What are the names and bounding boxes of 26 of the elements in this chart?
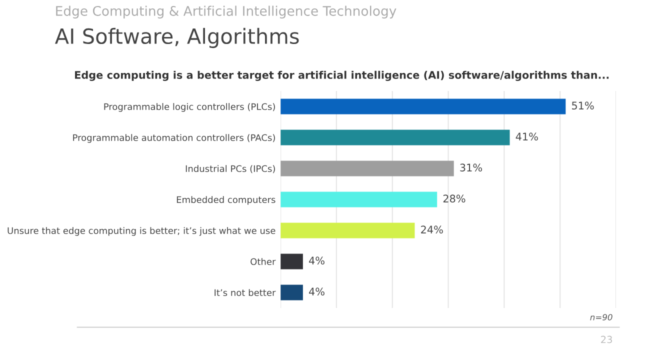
text: n=90: [590, 314, 612, 320]
bar: [280, 284, 303, 300]
y-tick-label: It’s not better: [214, 289, 276, 296]
chart-subtitle: Edge Computing & Artificial Intelligence Technology: [56, 6, 396, 18]
data-label: 4%: [309, 256, 324, 265]
text: AI Software, Algorithms: [54, 28, 299, 48]
y-tick-label: Other: [250, 258, 276, 266]
y-tick-label: Programmable automation controllers (PACs): [73, 134, 275, 143]
bar: [280, 222, 415, 238]
text: 23: [601, 336, 612, 344]
data-label: 31%: [460, 164, 482, 172]
data-label: 24%: [421, 226, 443, 234]
y-tick-label: Unsure that edge computing is better; it’s just what we use: [8, 227, 276, 236]
bar: [280, 130, 510, 146]
bar: [280, 160, 454, 176]
data-label: 41%: [516, 132, 538, 141]
chart-title: Edge computing is a better target for artificial intelligence (AI) software/algorithms than...: [75, 70, 609, 81]
y-tick-label: Programmable logic controllers (PLCs): [104, 103, 275, 112]
y-tick-label: Embedded computers: [176, 196, 276, 205]
bar: [280, 98, 566, 114]
y-tick-label: Industrial PCs (IPCs): [186, 165, 275, 174]
data-label: 28%: [443, 194, 466, 203]
bar: [280, 254, 303, 270]
bar: [280, 192, 438, 208]
data-label: 51%: [572, 102, 594, 110]
data-label: 4%: [309, 288, 324, 296]
